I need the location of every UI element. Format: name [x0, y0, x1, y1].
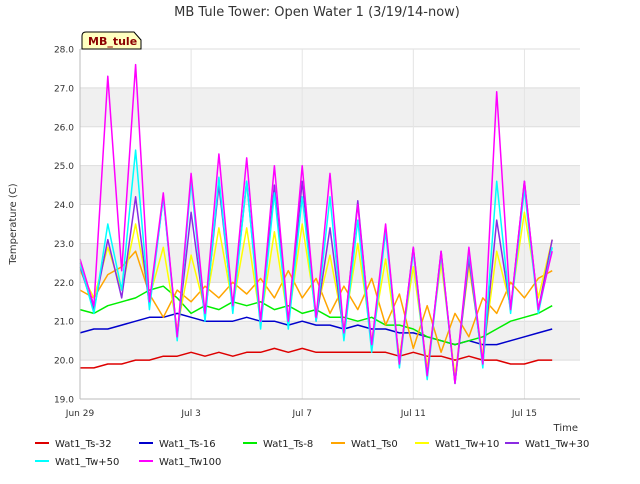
- legend-item: Wat1_Ts0: [331, 439, 398, 450]
- legend-label: Wat1_Ts-8: [263, 439, 313, 450]
- series-line-wat1-ts0: [79, 250, 553, 354]
- legend-item: Wat1_Tw+50: [35, 457, 119, 468]
- y-tick-label: 22.0: [54, 279, 74, 289]
- legend-label: Wat1_Ts-32: [55, 439, 112, 450]
- y-tick-label: 23.0: [54, 240, 74, 250]
- x-axis-label: Time: [553, 423, 578, 434]
- x-tick-label: Jul 15: [511, 409, 537, 419]
- y-tick-label: 28.0: [54, 46, 74, 56]
- legend-label: Wat1_Ts-16: [159, 439, 216, 450]
- y-tick-label: 24.0: [54, 201, 74, 211]
- legend-label: Wat1_Tw+30: [525, 439, 589, 450]
- legend-item: Wat1_Tw+30: [505, 439, 589, 450]
- y-tick-label: 25.0: [54, 162, 74, 172]
- legend-label: Wat1_Tw+10: [435, 439, 499, 450]
- x-tick-label: Jun 29: [65, 409, 95, 419]
- badge-label: MB_tule: [88, 35, 137, 48]
- series-layer: [79, 63, 553, 385]
- legend-label: Wat1_Tw100: [159, 457, 221, 468]
- axes: 19.0 20.0 21.0 22.0 23.0 24.0 25.0 26.0 27.0 28.0…: [54, 46, 580, 419]
- legend-item: Wat1_Ts-32: [35, 439, 112, 450]
- y-tick-label: 20.0: [54, 357, 74, 367]
- legend-item: Wat1_Ts-8: [243, 439, 313, 450]
- legend-label: Wat1_Tw+50: [55, 457, 119, 468]
- legend: Wat1_Ts-32 Wat1_Ts-16 Wat1_Ts-8 Wat1_Ts0 Wat…: [35, 439, 589, 468]
- legend-item: Wat1_Tw+10: [415, 439, 499, 450]
- y-tick-label: 21.0: [54, 318, 74, 328]
- badge-shape: [81, 31, 142, 50]
- grid-band: [80, 321, 580, 361]
- series-line-wat1-ts-32: [80, 347, 553, 369]
- x-tick-label: Jul 11: [400, 409, 426, 419]
- legend-item: Wat1_Ts-16: [139, 439, 216, 450]
- y-tick-label: 27.0: [54, 84, 74, 94]
- legend-item: Wat1_Tw100: [139, 457, 221, 468]
- y-tick-label: 26.0: [54, 123, 74, 133]
- y-tick-label: 19.0: [54, 396, 74, 406]
- x-tick-label: Jul 7: [291, 409, 311, 419]
- x-tick-label: Jul 3: [180, 409, 200, 419]
- grid-band: [80, 87, 580, 127]
- y-axis-label: Temperature (C): [8, 183, 19, 265]
- station-badge: MB_tule: [81, 31, 142, 50]
- chart-title: MB Tule Tower: Open Water 1 (3/19/14-now…: [174, 5, 460, 20]
- legend-label: Wat1_Ts0: [351, 439, 398, 450]
- series-line-wat1-ts-16: [79, 312, 553, 346]
- series-line-wat1-tw100: [79, 63, 553, 385]
